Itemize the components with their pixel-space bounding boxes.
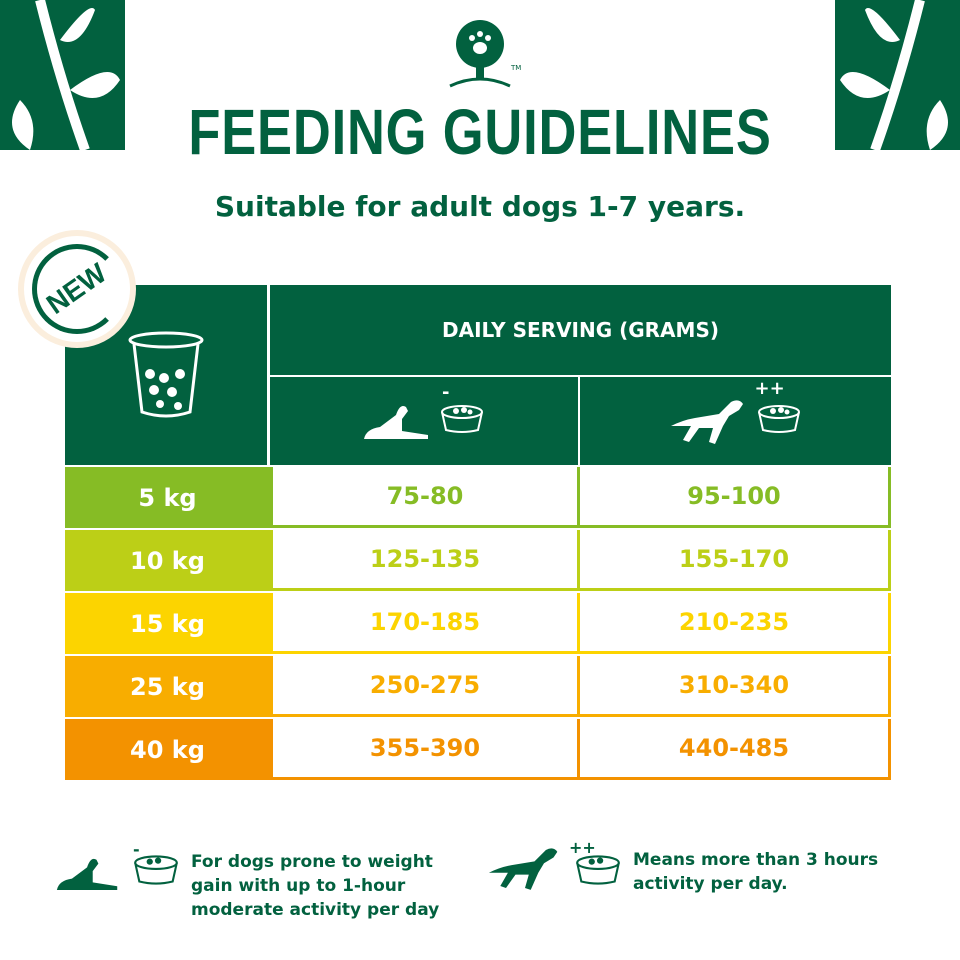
page-title: FEEDING GUIDELINES xyxy=(188,96,772,168)
page-subtitle: Suitable for adult dogs 1-7 years. xyxy=(214,190,746,223)
low-activity-serving-cell: 170-185 xyxy=(270,593,580,654)
legend-low-activity: - For dogs prone to weight gain with up … xyxy=(55,840,461,922)
high-activity-serving-cell: 210-235 xyxy=(577,593,891,654)
high-activity-serving-cell: 310-340 xyxy=(577,656,891,717)
high-activity-serving-cell: 95-100 xyxy=(577,467,891,528)
brand-logo-tree-icon: TM xyxy=(435,18,525,90)
legend-high-activity: ++ Means more than 3 hours activity per … xyxy=(487,838,913,896)
jumping-dog-icon xyxy=(488,848,558,890)
low-activity-serving-cell: 75-80 xyxy=(270,467,580,528)
food-bowl-icon xyxy=(576,855,620,885)
weight-cell: 40 kg xyxy=(65,719,270,780)
leaf-decoration-right xyxy=(835,0,960,152)
food-bowl-icon xyxy=(441,405,483,433)
weight-cell: 5 kg xyxy=(65,467,270,528)
food-bowl-icon xyxy=(757,405,800,433)
low-activity-serving-cell: 250-275 xyxy=(270,656,580,717)
daily-serving-header: DAILY SERVING (GRAMS) xyxy=(270,285,891,375)
high-activity-serving-cell: 155-170 xyxy=(577,530,891,591)
weight-cell: 10 kg xyxy=(65,530,270,591)
jumping-dog-icon xyxy=(670,400,743,444)
high-activity-serving-cell: 440-485 xyxy=(577,719,891,780)
resting-dog-icon xyxy=(364,406,428,439)
weight-cell: 15 kg xyxy=(65,593,270,654)
legend-low-activity-text: For dogs prone to weight gain with up to… xyxy=(191,852,440,920)
new-badge: NEW xyxy=(18,230,136,348)
svg-text:TM: TM xyxy=(510,64,521,72)
resting-dog-icon xyxy=(56,858,118,890)
low-activity-column-header: - xyxy=(270,377,578,465)
low-activity-serving-cell: 355-390 xyxy=(270,719,580,780)
legend-high-activity-text: Means more than 3 hours activity per day… xyxy=(633,850,879,894)
leaf-decoration-left xyxy=(0,0,125,152)
low-activity-serving-cell: 125-135 xyxy=(270,530,580,591)
high-activity-column-header: ++ xyxy=(580,377,891,465)
weight-cell: 25 kg xyxy=(65,656,270,717)
food-bowl-icon xyxy=(134,855,178,885)
